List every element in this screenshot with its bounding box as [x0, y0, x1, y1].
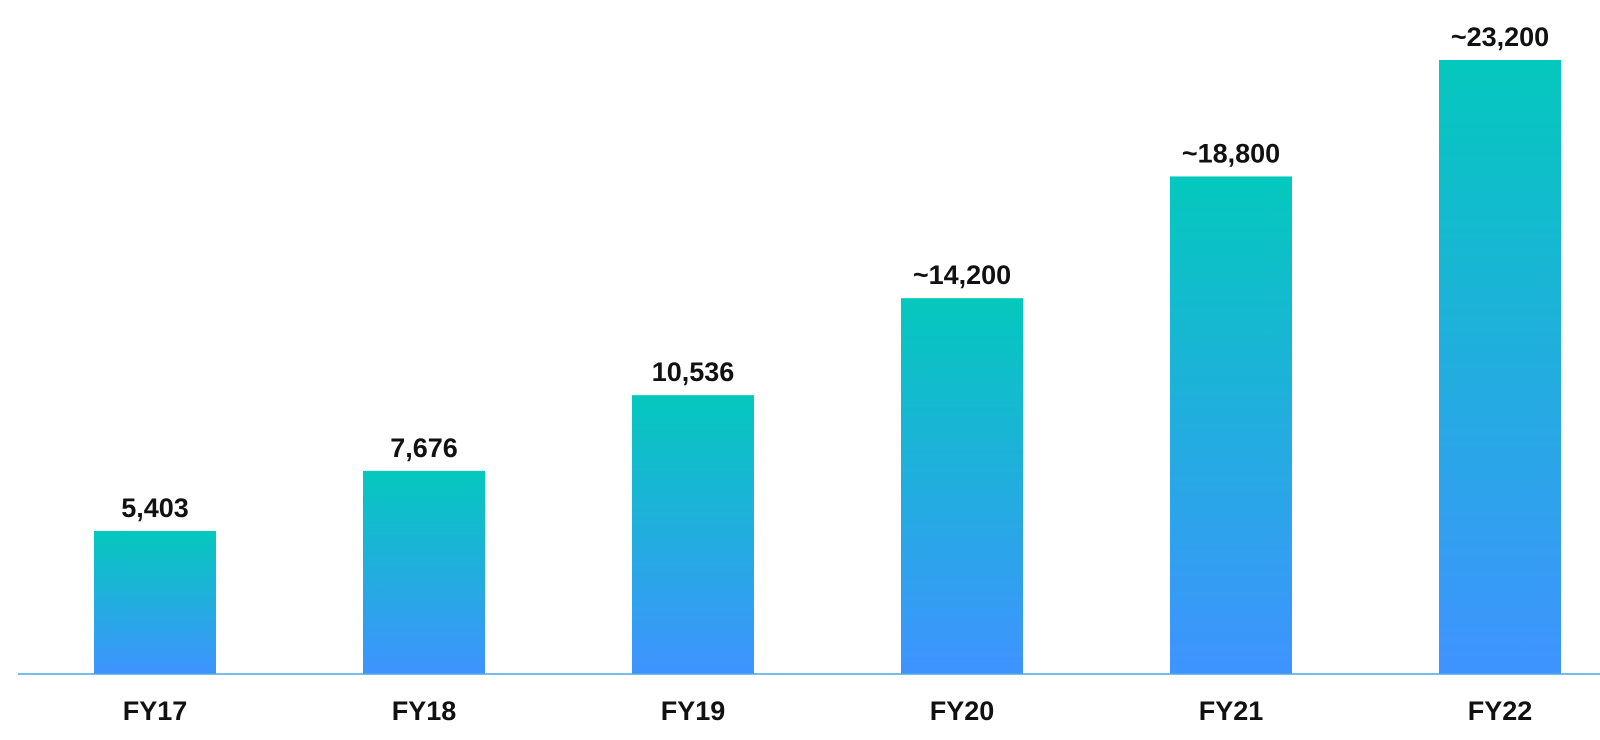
bar-fy22: [1439, 60, 1561, 674]
x-tick-label-fy19: FY19: [661, 696, 726, 726]
data-label-fy17: 5,403: [121, 493, 189, 523]
x-axis-ticks: FY17 FY18 FY19 FY20 FY21 FY22: [123, 696, 1533, 726]
data-label-fy22: ~23,200: [1451, 22, 1549, 52]
data-label-fy19: 10,536: [652, 357, 735, 387]
bar-fy19: [632, 395, 754, 674]
bar-fy17: [94, 531, 216, 674]
labels-layer: 5,403 7,676 10,536 ~14,200 ~18,800 ~23,200: [121, 22, 1549, 523]
bar-fy20: [901, 298, 1023, 674]
bars-layer: [94, 60, 1561, 674]
data-label-fy18: 7,676: [390, 433, 458, 463]
x-tick-label-fy21: FY21: [1199, 696, 1264, 726]
x-tick-label-fy18: FY18: [392, 696, 457, 726]
x-tick-label-fy20: FY20: [930, 696, 995, 726]
x-tick-label-fy22: FY22: [1468, 696, 1533, 726]
bar-fy18: [363, 470, 485, 674]
data-label-fy20: ~14,200: [913, 260, 1011, 290]
data-label-fy21: ~18,800: [1182, 138, 1280, 168]
x-tick-label-fy17: FY17: [123, 696, 188, 726]
bar-fy21: [1170, 176, 1292, 674]
